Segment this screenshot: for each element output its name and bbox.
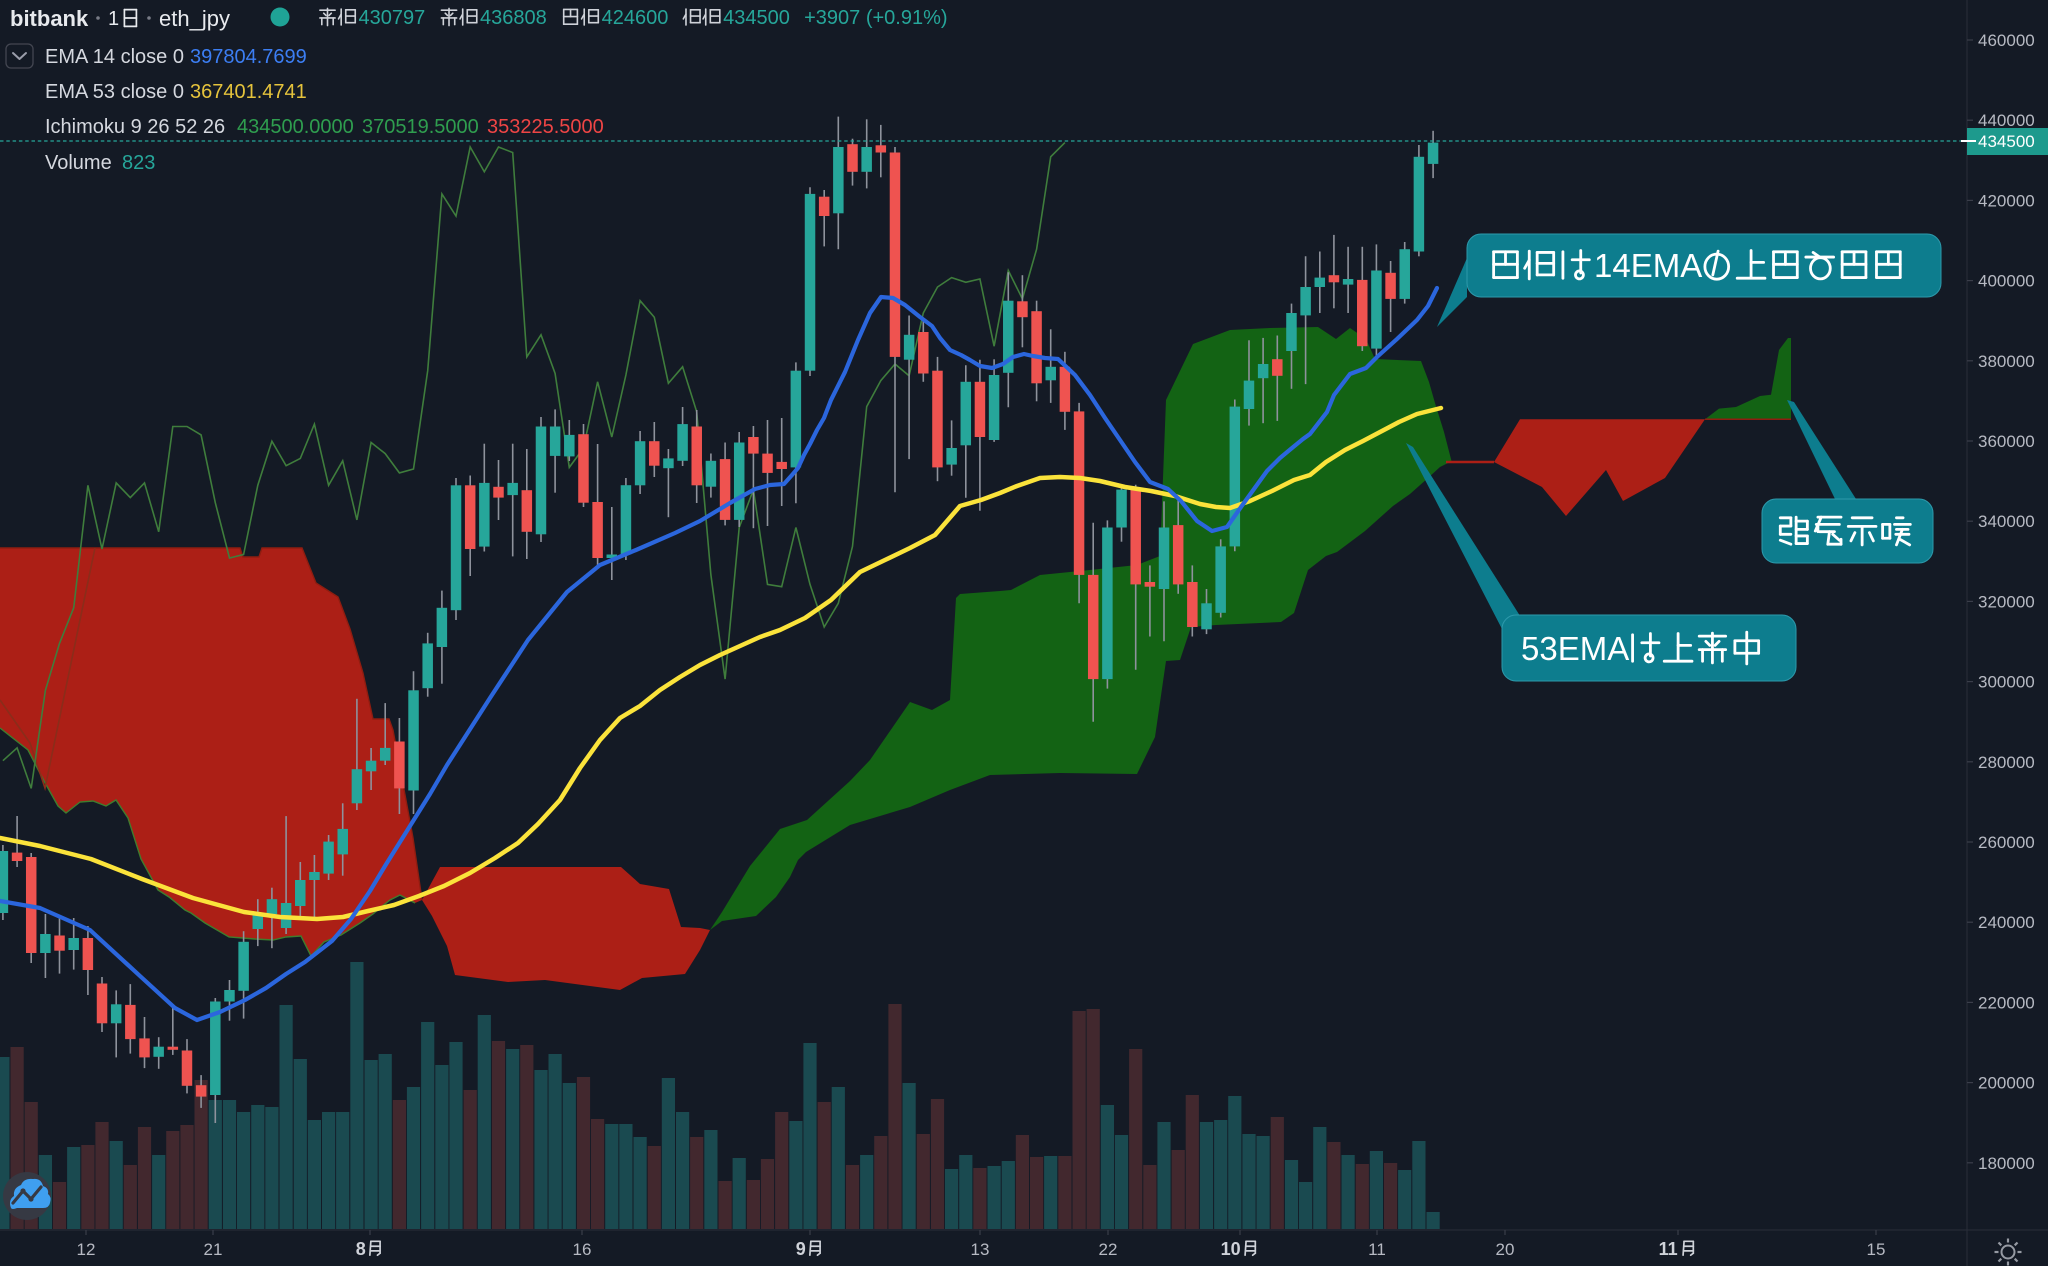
svg-text:eth_jpy: eth_jpy — [159, 6, 230, 31]
svg-text:367401.4741: 367401.4741 — [190, 81, 307, 103]
svg-text:180000: 180000 — [1978, 1154, 2035, 1173]
svg-text:+3907 (+0.91%): +3907 (+0.91%) — [804, 7, 947, 29]
svg-text:20: 20 — [1496, 1240, 1515, 1259]
svg-text:200000: 200000 — [1978, 1074, 2035, 1093]
svg-text:400000: 400000 — [1978, 272, 2035, 291]
svg-text:22: 22 — [1099, 1240, 1118, 1259]
svg-text:240000: 240000 — [1978, 913, 2035, 932]
svg-text:10: 10 — [1221, 1239, 1241, 1259]
svg-text:340000: 340000 — [1978, 512, 2035, 531]
svg-text:EMA 14 close 0: EMA 14 close 0 — [45, 46, 184, 68]
svg-text:300000: 300000 — [1978, 673, 2035, 692]
svg-text:424600: 424600 — [602, 7, 669, 29]
svg-text:360000: 360000 — [1978, 432, 2035, 451]
svg-text:823: 823 — [122, 152, 155, 174]
svg-text:420000: 420000 — [1978, 191, 2035, 210]
svg-text:370519.5000: 370519.5000 — [362, 116, 479, 138]
svg-text:16: 16 — [573, 1240, 592, 1259]
svg-text:11: 11 — [1659, 1239, 1678, 1259]
svg-text:460000: 460000 — [1978, 31, 2035, 50]
svg-text:53EMA: 53EMA — [1521, 630, 1629, 667]
svg-text:8: 8 — [356, 1239, 366, 1259]
svg-text:380000: 380000 — [1978, 352, 2035, 371]
svg-text:Ichimoku 9 26 52 26: Ichimoku 9 26 52 26 — [45, 116, 225, 138]
svg-text:353225.5000: 353225.5000 — [487, 116, 604, 138]
svg-text:13: 13 — [971, 1240, 990, 1259]
svg-text:bitbank: bitbank — [10, 6, 89, 31]
svg-text:436808: 436808 — [480, 7, 547, 29]
svg-text:430797: 430797 — [359, 7, 426, 29]
svg-text:1: 1 — [108, 8, 119, 30]
svg-text:434500.0000: 434500.0000 — [237, 116, 354, 138]
svg-text:220000: 220000 — [1978, 993, 2035, 1012]
svg-text:11: 11 — [1368, 1240, 1386, 1259]
svg-text:280000: 280000 — [1978, 753, 2035, 772]
svg-text:440000: 440000 — [1978, 111, 2035, 130]
svg-text:397804.7699: 397804.7699 — [190, 46, 307, 68]
svg-text:434500: 434500 — [1978, 132, 2035, 151]
svg-text:15: 15 — [1867, 1240, 1886, 1259]
svg-text:EMA 53 close 0: EMA 53 close 0 — [45, 81, 184, 103]
svg-text:12: 12 — [77, 1240, 96, 1259]
svg-text:14EMA: 14EMA — [1594, 247, 1702, 284]
svg-text:9: 9 — [796, 1239, 806, 1259]
svg-text:21: 21 — [204, 1240, 223, 1259]
svg-text:260000: 260000 — [1978, 833, 2035, 852]
svg-text:434500: 434500 — [723, 7, 790, 29]
svg-text:320000: 320000 — [1978, 592, 2035, 611]
svg-text:Volume: Volume — [45, 152, 112, 174]
